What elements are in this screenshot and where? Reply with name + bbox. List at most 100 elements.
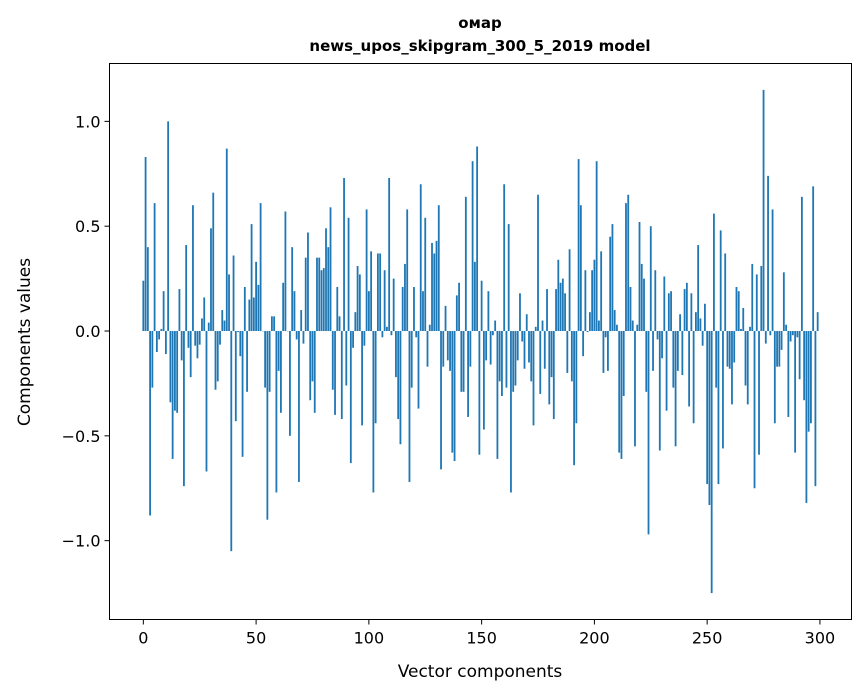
bar-component-267 xyxy=(744,331,747,386)
bar-component-132 xyxy=(440,331,442,470)
bar-component-237 xyxy=(676,331,679,371)
bar-component-194 xyxy=(579,205,582,332)
bar-component-15 xyxy=(176,331,179,413)
bar-component-241 xyxy=(685,282,688,332)
bar-component-24 xyxy=(196,331,199,359)
bar-component-283 xyxy=(780,331,783,350)
bar-component-118 xyxy=(408,331,411,482)
bar-component-29 xyxy=(207,322,210,332)
bar-component-114 xyxy=(399,331,402,445)
bar-component-180 xyxy=(548,331,551,405)
bar-component-235 xyxy=(672,331,675,388)
bar-component-299 xyxy=(816,312,819,332)
bar-component-76 xyxy=(313,331,316,413)
bar-component-90 xyxy=(345,331,348,386)
bar-component-245 xyxy=(694,312,697,332)
bar-component-286 xyxy=(787,331,790,417)
bar-component-74 xyxy=(309,331,312,401)
bar-component-211 xyxy=(618,331,621,453)
bar-component-72 xyxy=(304,257,307,332)
bar-component-285 xyxy=(785,324,787,332)
bar-component-218 xyxy=(634,331,636,447)
bar-component-240 xyxy=(683,289,686,332)
bar-component-244 xyxy=(692,331,695,424)
bar-component-217 xyxy=(631,320,634,332)
bar-component-292 xyxy=(800,196,803,332)
bar-component-3 xyxy=(149,331,151,516)
y-axis-label: Components values xyxy=(15,258,35,426)
bar-component-223 xyxy=(645,331,648,392)
bar-component-77 xyxy=(316,257,318,332)
bar-component-128 xyxy=(431,242,433,332)
bar-component-96 xyxy=(358,274,361,332)
bar-component-123 xyxy=(419,184,422,332)
bar-component-116 xyxy=(404,263,406,332)
bar-component-189 xyxy=(568,249,571,332)
bar-component-12 xyxy=(169,331,172,403)
bar-component-191 xyxy=(573,331,575,466)
bar-component-216 xyxy=(629,286,632,332)
bar-component-133 xyxy=(442,331,445,367)
bar-component-49 xyxy=(252,297,255,332)
bar-component-148 xyxy=(476,146,479,332)
bar-component-288 xyxy=(791,331,794,336)
bar-component-262 xyxy=(733,331,736,363)
bar-component-32 xyxy=(214,331,217,390)
bar-component-279 xyxy=(771,209,774,332)
bar-component-6 xyxy=(155,331,158,352)
bar-component-209 xyxy=(613,310,616,332)
bar-component-239 xyxy=(681,331,684,376)
bar-component-57 xyxy=(270,316,273,332)
bar-component-125 xyxy=(424,217,427,332)
bar-component-71 xyxy=(302,331,305,344)
x-tick-label: 200 xyxy=(579,629,610,648)
bar-component-78 xyxy=(318,257,321,332)
bar-component-272 xyxy=(755,274,758,332)
bar-component-295 xyxy=(807,331,810,432)
bar-component-70 xyxy=(300,310,303,332)
bar-component-222 xyxy=(643,278,645,332)
bar-component-14 xyxy=(174,331,176,411)
bar-component-40 xyxy=(232,255,235,332)
bar-component-236 xyxy=(674,331,677,447)
bar-component-138 xyxy=(453,331,456,462)
bar-component-117 xyxy=(406,209,409,332)
bars-group xyxy=(142,89,819,594)
bar-component-59 xyxy=(275,331,278,493)
bar-component-228 xyxy=(656,331,659,340)
bar-component-136 xyxy=(449,331,451,371)
bar-component-42 xyxy=(237,331,239,333)
bar-component-229 xyxy=(658,331,661,451)
bar-component-17 xyxy=(180,331,183,361)
bar-component-221 xyxy=(640,263,643,332)
bar-component-120 xyxy=(413,286,415,332)
bar-component-75 xyxy=(311,331,314,382)
bar-component-38 xyxy=(228,274,230,332)
bar-component-52 xyxy=(259,203,262,332)
bar-component-94 xyxy=(354,312,357,332)
bar-component-167 xyxy=(519,293,521,332)
bar-component-169 xyxy=(523,331,526,369)
bar-component-0 xyxy=(142,280,145,332)
bar-component-287 xyxy=(789,331,792,342)
bar-component-199 xyxy=(591,270,594,332)
bar-component-89 xyxy=(343,177,345,332)
y-tick-label: −0.5 xyxy=(62,427,101,446)
x-tick-label: 150 xyxy=(466,629,497,648)
bar-component-93 xyxy=(352,331,354,348)
bar-component-205 xyxy=(604,331,607,338)
bar-component-214 xyxy=(625,203,627,332)
bar-component-73 xyxy=(307,232,309,332)
bar-component-264 xyxy=(737,291,740,332)
bar-component-51 xyxy=(257,284,260,332)
bar-component-183 xyxy=(555,289,557,332)
bar-component-127 xyxy=(428,324,431,332)
bar-component-178 xyxy=(543,331,546,369)
bar-component-58 xyxy=(273,316,276,332)
bar-component-92 xyxy=(349,331,352,464)
bar-component-274 xyxy=(760,266,763,332)
bar-component-68 xyxy=(295,331,298,340)
bar-component-81 xyxy=(325,228,327,332)
bar-component-208 xyxy=(611,224,614,332)
